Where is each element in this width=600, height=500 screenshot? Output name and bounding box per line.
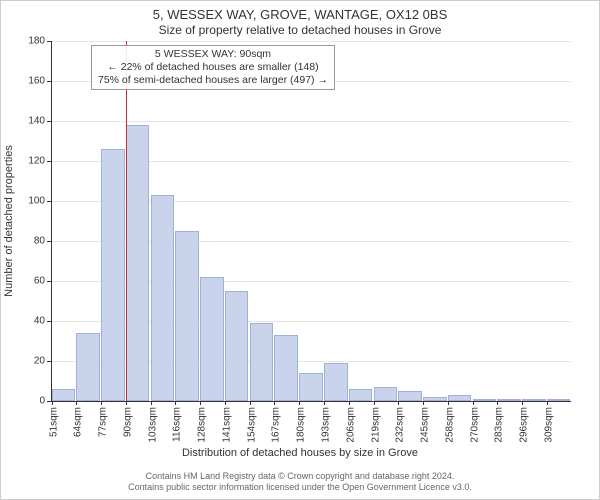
x-tick-label: 309sqm xyxy=(543,407,554,443)
bars-group xyxy=(51,41,571,401)
footer-line: Contains public sector information licen… xyxy=(1,482,599,493)
bar xyxy=(225,291,249,401)
marker-box-line: 5 WESSEX WAY: 90sqm xyxy=(98,48,328,61)
y-tick-label: 180 xyxy=(5,36,45,47)
bar xyxy=(151,195,175,401)
y-axis-label: Number of detached properties xyxy=(3,145,15,297)
bar xyxy=(497,399,521,401)
bar xyxy=(299,373,323,401)
y-tick-label: 100 xyxy=(5,196,45,207)
bar xyxy=(349,389,373,401)
x-tick-mark xyxy=(473,401,474,405)
x-tick-label: 296sqm xyxy=(519,407,530,443)
x-tick-mark xyxy=(374,401,375,405)
bar xyxy=(448,395,472,401)
x-tick-mark xyxy=(76,401,77,405)
bar xyxy=(423,397,447,401)
property-marker-line xyxy=(126,41,127,401)
x-tick-label: 116sqm xyxy=(172,407,183,442)
marker-box-line: 75% of semi-detached houses are larger (… xyxy=(98,74,328,87)
x-axis-spine xyxy=(51,401,571,402)
bar xyxy=(374,387,398,401)
chart-subtitle: Size of property relative to detached ho… xyxy=(1,23,599,37)
bar xyxy=(274,335,298,401)
property-marker-box: 5 WESSEX WAY: 90sqm← 22% of detached hou… xyxy=(91,45,335,90)
chart-root: 5, WESSEX WAY, GROVE, WANTAGE, OX12 0BS … xyxy=(0,0,600,500)
bar xyxy=(200,277,224,401)
x-tick-label: 141sqm xyxy=(221,407,232,443)
x-tick-label: 219sqm xyxy=(370,407,381,443)
bar xyxy=(175,231,199,401)
x-tick-mark xyxy=(151,401,152,405)
x-tick-mark xyxy=(274,401,275,405)
x-tick-label: 154sqm xyxy=(246,407,257,443)
bar xyxy=(473,399,497,401)
bar xyxy=(126,125,150,401)
bar xyxy=(250,323,274,401)
x-tick-label: 245sqm xyxy=(420,407,431,443)
x-tick-mark xyxy=(547,401,548,405)
x-tick-mark xyxy=(522,401,523,405)
y-tick-label: 60 xyxy=(5,276,45,287)
x-tick-label: 103sqm xyxy=(147,407,158,443)
bar xyxy=(324,363,348,401)
y-tick-label: 80 xyxy=(5,236,45,247)
x-tick-label: 258sqm xyxy=(444,407,455,443)
x-tick-label: 193sqm xyxy=(321,407,332,443)
bar xyxy=(52,389,76,401)
chart-title: 5, WESSEX WAY, GROVE, WANTAGE, OX12 0BS xyxy=(1,7,599,22)
x-axis-label: Distribution of detached houses by size … xyxy=(1,447,599,459)
x-tick-label: 90sqm xyxy=(122,407,133,437)
marker-box-line: ← 22% of detached houses are smaller (14… xyxy=(98,61,328,74)
x-tick-label: 206sqm xyxy=(345,407,356,443)
x-tick-mark xyxy=(349,401,350,405)
x-tick-mark xyxy=(299,401,300,405)
x-tick-mark xyxy=(126,401,127,405)
x-tick-label: 232sqm xyxy=(395,407,406,443)
bar xyxy=(547,399,571,401)
x-tick-label: 128sqm xyxy=(197,407,208,443)
footer-line: Contains HM Land Registry data © Crown c… xyxy=(1,471,599,482)
x-tick-mark xyxy=(398,401,399,405)
y-tick-label: 20 xyxy=(5,356,45,367)
x-tick-mark xyxy=(250,401,251,405)
bar xyxy=(101,149,125,401)
x-tick-label: 64sqm xyxy=(73,407,84,437)
y-tick-label: 140 xyxy=(5,116,45,127)
y-tick-label: 160 xyxy=(5,76,45,87)
y-tick-label: 0 xyxy=(5,396,45,407)
x-tick-mark xyxy=(52,401,53,405)
x-tick-label: 77sqm xyxy=(98,407,109,437)
bar xyxy=(522,399,546,401)
chart-footer: Contains HM Land Registry data © Crown c… xyxy=(1,471,599,493)
y-tick-label: 120 xyxy=(5,156,45,167)
y-tick-label: 40 xyxy=(5,316,45,327)
x-tick-mark xyxy=(175,401,176,405)
x-tick-mark xyxy=(225,401,226,405)
x-tick-label: 283sqm xyxy=(494,407,505,443)
x-tick-mark xyxy=(324,401,325,405)
bar xyxy=(398,391,422,401)
x-tick-label: 51sqm xyxy=(48,407,59,437)
x-tick-mark xyxy=(497,401,498,405)
x-tick-label: 167sqm xyxy=(271,407,282,443)
x-tick-mark xyxy=(448,401,449,405)
x-tick-label: 180sqm xyxy=(296,407,307,443)
x-tick-mark xyxy=(101,401,102,405)
bar xyxy=(76,333,100,401)
x-tick-mark xyxy=(200,401,201,405)
x-tick-mark xyxy=(423,401,424,405)
x-tick-label: 270sqm xyxy=(469,407,480,443)
